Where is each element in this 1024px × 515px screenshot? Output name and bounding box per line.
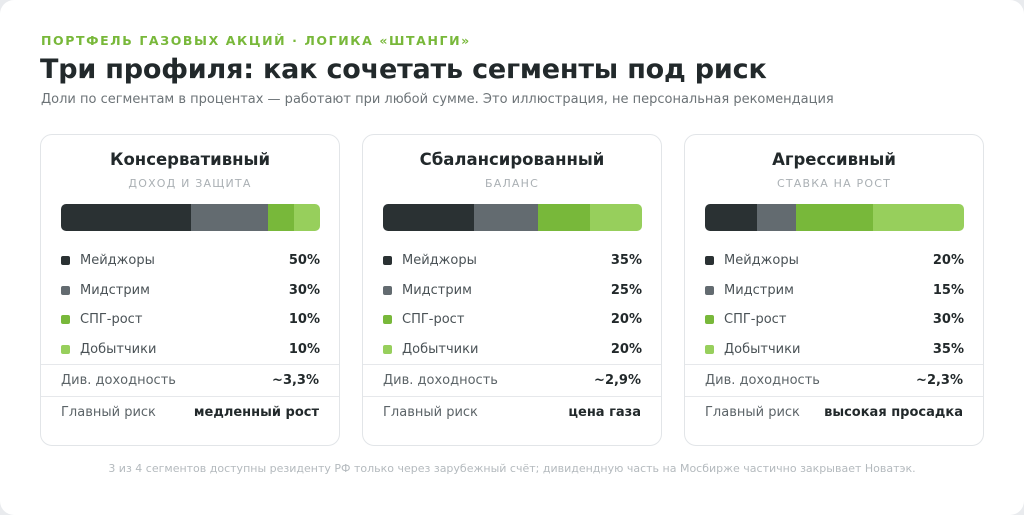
legend-swatch [383, 344, 392, 354]
legend-row: СПГ-рост 20% [383, 305, 642, 335]
main-risk-row: Главный риск медленный рост [41, 396, 339, 428]
legend-label: СПГ-рост [80, 312, 143, 328]
metric-value: цена газа [568, 405, 641, 420]
legend-swatch [61, 315, 70, 325]
legend-row: Добытчики 20% [383, 335, 642, 365]
bar-segment-lng [795, 204, 874, 231]
legend-value: 35% [932, 341, 964, 357]
legend-value: 50% [288, 253, 320, 269]
legend-label: Мидстрим [724, 282, 794, 298]
dividend-yield-row: Див. доходность ~3,3% [41, 364, 339, 396]
allocation-bar [383, 204, 642, 231]
bar-segment-majors [705, 204, 757, 231]
profile-card-conservative: Консервативный ДОХОД И ЗАЩИТА Мейджоры 5… [40, 134, 340, 446]
bar-segment-majors [383, 204, 474, 231]
metric-label: Див. доходность [705, 373, 820, 388]
legend-row: Мидстрим 30% [61, 276, 320, 306]
legend-swatch [705, 256, 714, 266]
legend-swatch [61, 344, 70, 354]
legend-row: СПГ-рост 30% [705, 305, 964, 335]
legend-value: 20% [610, 312, 642, 328]
bar-segment-majors [61, 204, 191, 231]
legend-row: Добытчики 10% [61, 335, 320, 365]
card-title: Агрессивный [772, 150, 896, 169]
legend-label: Мейджоры [402, 253, 477, 269]
bar-segment-producers [873, 204, 964, 231]
legend-row: Мидстрим 25% [383, 276, 642, 306]
legend-swatch [705, 315, 714, 325]
legend-swatch [61, 256, 70, 266]
bar-segment-lng [538, 204, 591, 231]
bar-segment-midstream [473, 204, 539, 231]
profile-card-aggressive: Агрессивный СТАВКА НА РОСТ Мейджоры 20% … [684, 134, 984, 446]
legend-row: СПГ-рост 10% [61, 305, 320, 335]
allocation-bar [705, 204, 964, 231]
legend-label: Мейджоры [724, 253, 799, 269]
bar-segment-midstream [190, 204, 269, 231]
bar-segment-producers [590, 204, 642, 231]
legend-value: 35% [610, 253, 642, 269]
metric-label: Главный риск [705, 405, 800, 420]
legend-value: 10% [288, 341, 320, 357]
segment-legend: Мейджоры 50% Мидстрим 30% СПГ-рост 10% Д… [61, 246, 320, 364]
dividend-yield-row: Див. доходность ~2,9% [363, 364, 661, 396]
legend-swatch [705, 344, 714, 354]
legend-label: Мидстрим [80, 282, 150, 298]
legend-row: Мейджоры 20% [705, 246, 964, 276]
legend-value: 20% [932, 253, 964, 269]
segment-legend: Мейджоры 20% Мидстрим 15% СПГ-рост 30% Д… [705, 246, 964, 364]
metric-label: Главный риск [383, 405, 478, 420]
footnote: 3 из 4 сегментов доступны резиденту РФ т… [108, 462, 916, 475]
metric-label: Див. доходность [383, 373, 498, 388]
metric-value: ~2,3% [916, 373, 963, 388]
metric-value: медленный рост [193, 405, 319, 420]
metric-label: Див. доходность [61, 373, 176, 388]
legend-swatch [383, 256, 392, 266]
dividend-yield-row: Див. доходность ~2,3% [685, 364, 983, 396]
legend-value: 30% [932, 312, 964, 328]
legend-row: Мейджоры 50% [61, 246, 320, 276]
legend-label: СПГ-рост [724, 312, 787, 328]
legend-label: Добытчики [80, 341, 157, 357]
main-risk-row: Главный риск высокая просадка [685, 396, 983, 428]
page-subtitle: Доли по сегментам в процентах — работают… [41, 92, 834, 107]
legend-value: 20% [610, 341, 642, 357]
legend-swatch [61, 285, 70, 295]
legend-value: 10% [288, 312, 320, 328]
page-title: Три профиля: как сочетать сегменты под р… [40, 54, 767, 85]
legend-swatch [383, 315, 392, 325]
bar-segment-producers [294, 204, 320, 231]
bar-segment-lng [268, 204, 295, 231]
profile-card-balanced: Сбалансированный БАЛАНС Мейджоры 35% Мид… [362, 134, 662, 446]
segment-legend: Мейджоры 35% Мидстрим 25% СПГ-рост 20% Д… [383, 246, 642, 364]
card-subtitle: ДОХОД И ЗАЩИТА [128, 177, 252, 190]
card-subtitle: СТАВКА НА РОСТ [776, 177, 892, 190]
allocation-bar [61, 204, 320, 231]
card-subtitle: БАЛАНС [484, 177, 540, 190]
legend-label: Добытчики [724, 341, 801, 357]
legend-value: 30% [288, 282, 320, 298]
legend-row: Добытчики 35% [705, 335, 964, 365]
bar-segment-midstream [756, 204, 796, 231]
legend-swatch [383, 285, 392, 295]
legend-value: 25% [610, 282, 642, 298]
legend-value: 15% [932, 282, 964, 298]
legend-row: Мейджоры 35% [383, 246, 642, 276]
metric-value: ~2,9% [594, 373, 641, 388]
metric-label: Главный риск [61, 405, 156, 420]
kicker: ПОРТФЕЛЬ ГАЗОВЫХ АКЦИЙ · ЛОГИКА «ШТАНГИ» [41, 33, 471, 48]
legend-label: Мейджоры [80, 253, 155, 269]
metric-value: ~3,3% [272, 373, 319, 388]
card-title: Сбалансированный [419, 150, 605, 169]
legend-label: Добытчики [402, 341, 479, 357]
card-title: Консервативный [109, 150, 271, 169]
legend-swatch [705, 285, 714, 295]
legend-row: Мидстрим 15% [705, 276, 964, 306]
legend-label: СПГ-рост [402, 312, 465, 328]
metric-value: высокая просадка [824, 405, 963, 420]
main-risk-row: Главный риск цена газа [363, 396, 661, 428]
legend-label: Мидстрим [402, 282, 472, 298]
